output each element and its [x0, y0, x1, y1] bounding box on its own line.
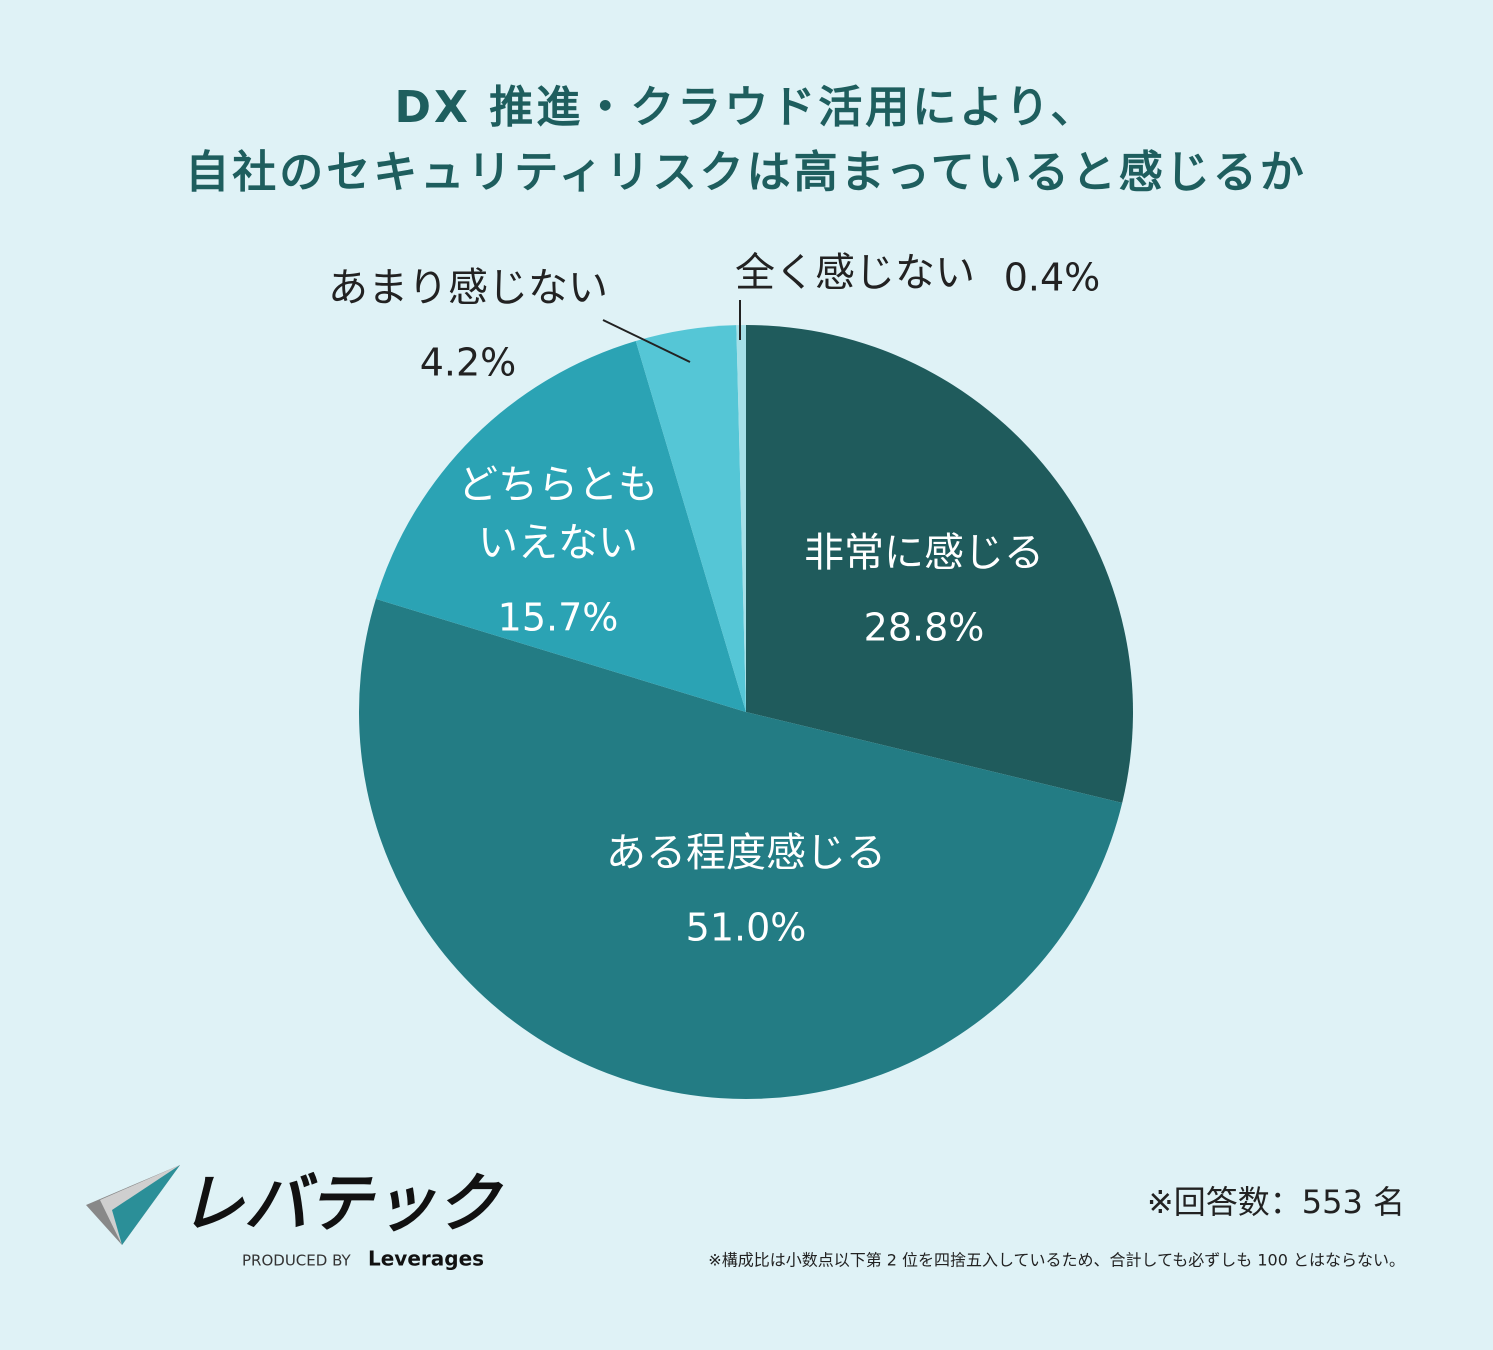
value-label: 4.2%: [420, 341, 517, 385]
brand: Leverages: [368, 1247, 484, 1271]
logo-text: レバテック: [180, 1168, 504, 1242]
category-label: 全く感じない: [735, 250, 975, 296]
category-label: あまり感じない: [328, 265, 608, 311]
respondents: ※回答数：553 名: [1147, 1183, 1405, 1221]
value-label: 15.7%: [498, 596, 619, 640]
pie-slice: [746, 325, 1133, 803]
pie-slice: [375, 341, 746, 712]
chart-title: DX 推進・クラウド活用により、: [394, 82, 1097, 133]
category-label: 非常に感じる: [804, 530, 1044, 576]
value-label: 0.4%: [1004, 256, 1101, 300]
chart-title: 自社のセキュリティリスクは高まっていると感じるか: [185, 147, 1306, 198]
category-label: ある程度感じる: [606, 830, 886, 876]
pie: [358, 325, 1133, 1100]
value-label: 51.0%: [686, 906, 807, 950]
logo-mark: [86, 1165, 180, 1245]
value-label: 28.8%: [864, 606, 985, 650]
note: ※構成比は小数点以下第 2 位を四捨五入しているため、合計しても必ずしも 100…: [708, 1251, 1405, 1270]
leader-line: [602, 319, 691, 363]
pie-slice: [736, 325, 746, 712]
pie-slice: [635, 325, 746, 712]
produced-by: PRODUCED BY: [242, 1252, 352, 1270]
category-label: どちらともいえない: [458, 462, 658, 566]
pie-slice: [358, 598, 1123, 1100]
